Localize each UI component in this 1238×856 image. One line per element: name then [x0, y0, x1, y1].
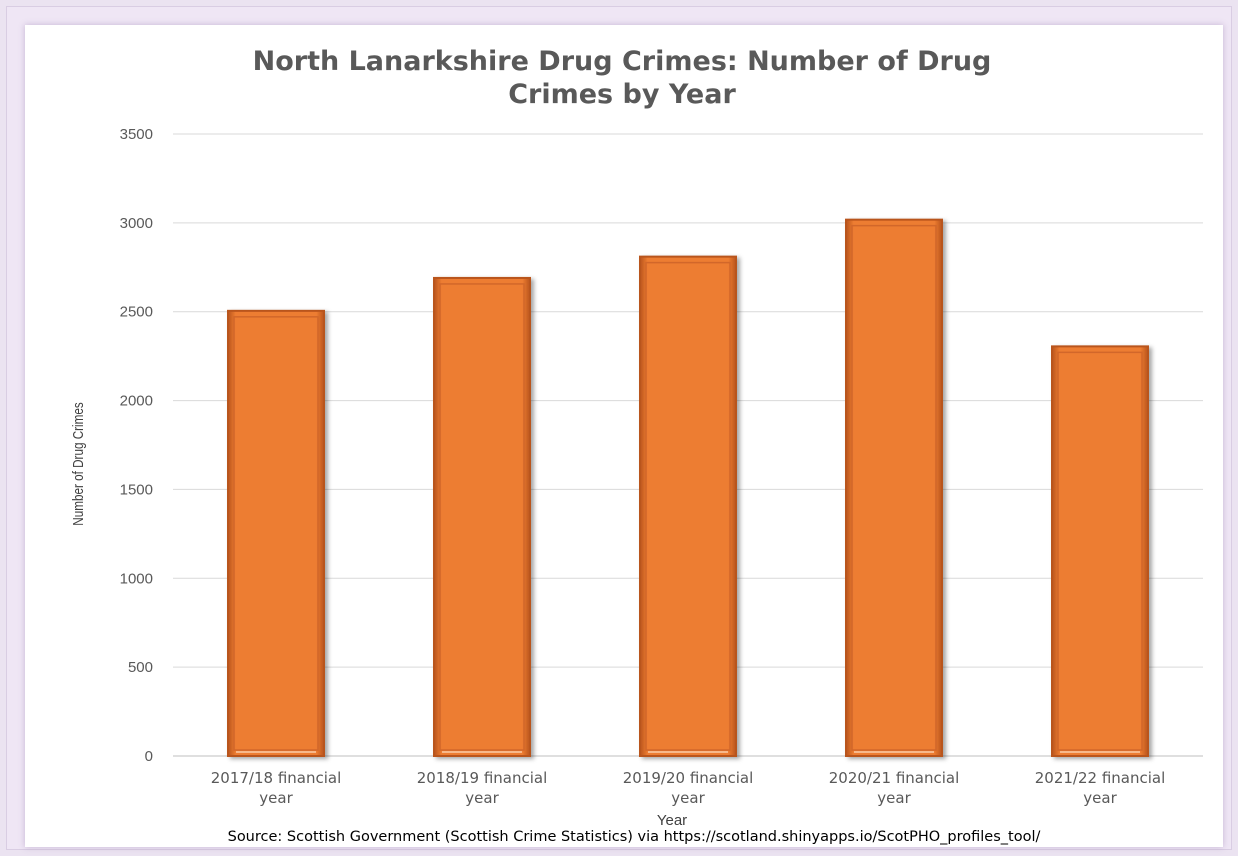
- bar: [227, 309, 325, 757]
- x-category-label: 2017/18 financial year: [211, 769, 342, 807]
- bar: [1051, 345, 1149, 757]
- x-category-label: 2021/22 financial year: [1035, 769, 1166, 807]
- y-tick-label: 3500: [120, 126, 153, 143]
- y-axis-title: Number of Drug Crimes: [70, 402, 87, 526]
- y-tick-label: 0: [145, 748, 153, 765]
- bar-chart: North Lanarkshire Drug Crimes: Number of…: [70, 46, 1203, 845]
- chart-area: North Lanarkshire Drug Crimes: Number of…: [25, 25, 1223, 847]
- y-tick-label: 2000: [120, 393, 153, 410]
- y-tick-label: 500: [128, 659, 153, 676]
- x-axis-category-labels: 2017/18 financial year 2018/19 financial ye…: [211, 769, 1166, 807]
- chart-title: North Lanarkshire Drug Crimes: Number of…: [253, 46, 992, 110]
- bar: [639, 255, 737, 757]
- x-category-label: 2018/19 financial year: [417, 769, 548, 807]
- source-note: Source: Scottish Government (Scottish Cr…: [228, 829, 1041, 845]
- x-axis-title: Year: [657, 812, 687, 829]
- chart-frame: North Lanarkshire Drug Crimes: Number of…: [6, 6, 1232, 850]
- y-tick-label: 3000: [120, 215, 153, 232]
- chart-title-line-1: North Lanarkshire Drug Crimes: Number of…: [253, 46, 992, 77]
- y-tick-label: 1500: [120, 481, 153, 498]
- bar: [845, 218, 943, 758]
- y-tick-label: 1000: [120, 570, 153, 587]
- bar: [433, 276, 531, 757]
- bars: [227, 218, 1149, 758]
- y-tick-label: 2500: [120, 304, 153, 321]
- x-category-label: 2020/21 financial year: [829, 769, 960, 807]
- y-axis-tick-labels: 0 500 1000 1500 2000 2500 3000 3500: [120, 126, 153, 765]
- chart-title-line-2: Crimes by Year: [508, 79, 736, 110]
- x-category-label: 2019/20 financial year: [623, 769, 754, 807]
